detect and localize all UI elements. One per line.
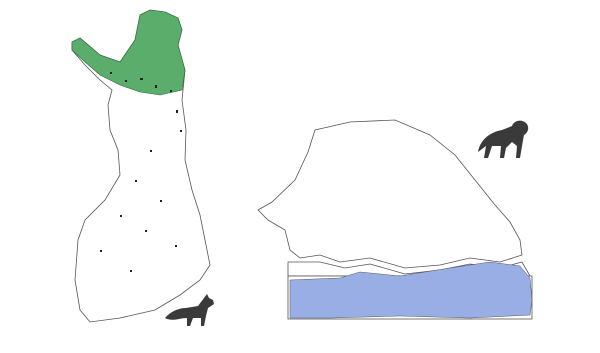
finland-range [71,9,186,96]
record-dot [100,250,102,252]
senegal-range [289,261,533,319]
record-dot [176,110,178,113]
record-dot [170,90,172,92]
chimpanzee-icon [478,120,529,158]
fox-icon [165,294,214,326]
record-dot [150,150,152,152]
record-dot [160,200,162,202]
record-dot [175,245,177,247]
record-dot [155,85,157,88]
record-dot [110,72,112,74]
finland-map [71,9,214,326]
record-dot [135,180,137,182]
senegal-map [257,119,533,320]
finland-records [100,72,182,272]
record-dot [145,230,147,232]
senegal-outline [257,119,523,269]
record-dot [140,78,143,80]
record-dot [180,130,182,132]
record-dot [125,80,127,82]
record-dot [120,215,122,217]
record-dot [130,270,132,272]
